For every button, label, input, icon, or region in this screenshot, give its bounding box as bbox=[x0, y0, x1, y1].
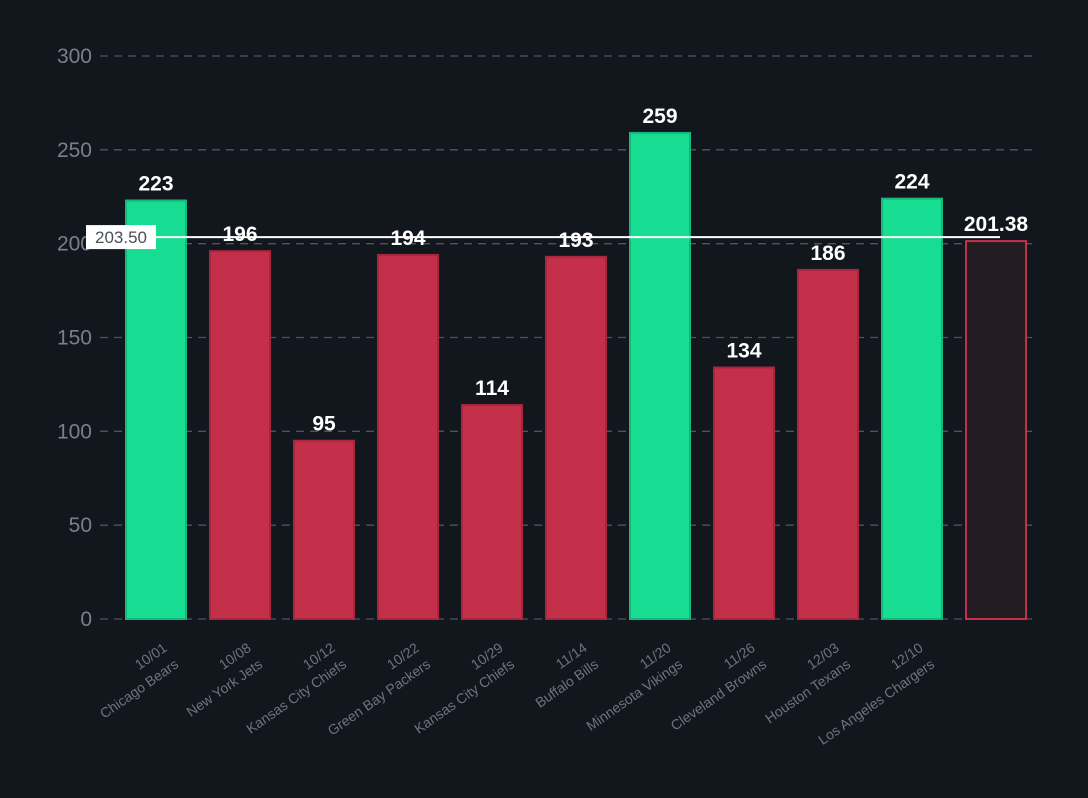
bar bbox=[713, 366, 775, 620]
bar-value-label: 114 bbox=[475, 377, 509, 400]
bar-value-label: 196 bbox=[222, 223, 257, 246]
bar bbox=[209, 250, 271, 620]
bar-value-label: 224 bbox=[894, 171, 929, 194]
bar bbox=[629, 131, 691, 620]
bar-value-label: 259 bbox=[642, 105, 677, 128]
bar-value-label: 186 bbox=[810, 242, 845, 265]
reference-line-layer: 203.50 bbox=[86, 225, 1000, 250]
reference-label-box bbox=[86, 225, 156, 250]
projection-bar bbox=[965, 240, 1027, 620]
bar bbox=[293, 439, 355, 621]
y-tick-label: 200 bbox=[57, 233, 92, 256]
value-labels-layer: 223 196 95 194 114 193 259 134 186 224 201.38 bbox=[138, 105, 1028, 436]
y-tick-label: 150 bbox=[57, 327, 92, 350]
bar bbox=[881, 197, 943, 620]
bar-value-label: 223 bbox=[138, 173, 173, 196]
bar bbox=[377, 253, 439, 620]
grid-layer: 0 50 100 150 200 250 300 bbox=[57, 45, 1034, 631]
y-tick-label: 100 bbox=[57, 420, 92, 443]
bar-value-label: 95 bbox=[312, 413, 336, 436]
bar bbox=[461, 404, 523, 620]
y-tick-label: 300 bbox=[57, 45, 92, 68]
bar bbox=[545, 255, 607, 620]
bar-value-label: 134 bbox=[726, 340, 761, 363]
bar bbox=[125, 199, 187, 620]
y-tick-label: 50 bbox=[69, 514, 92, 537]
bars-layer bbox=[125, 131, 1027, 621]
bar bbox=[797, 268, 859, 620]
reference-label: 203.50 bbox=[95, 228, 147, 247]
y-tick-label: 250 bbox=[57, 139, 92, 162]
bar-value-label: 194 bbox=[390, 227, 425, 250]
y-tick-label: 0 bbox=[80, 608, 92, 631]
bar-value-label: 193 bbox=[558, 229, 593, 252]
bar-value-label: 201.38 bbox=[964, 213, 1029, 236]
